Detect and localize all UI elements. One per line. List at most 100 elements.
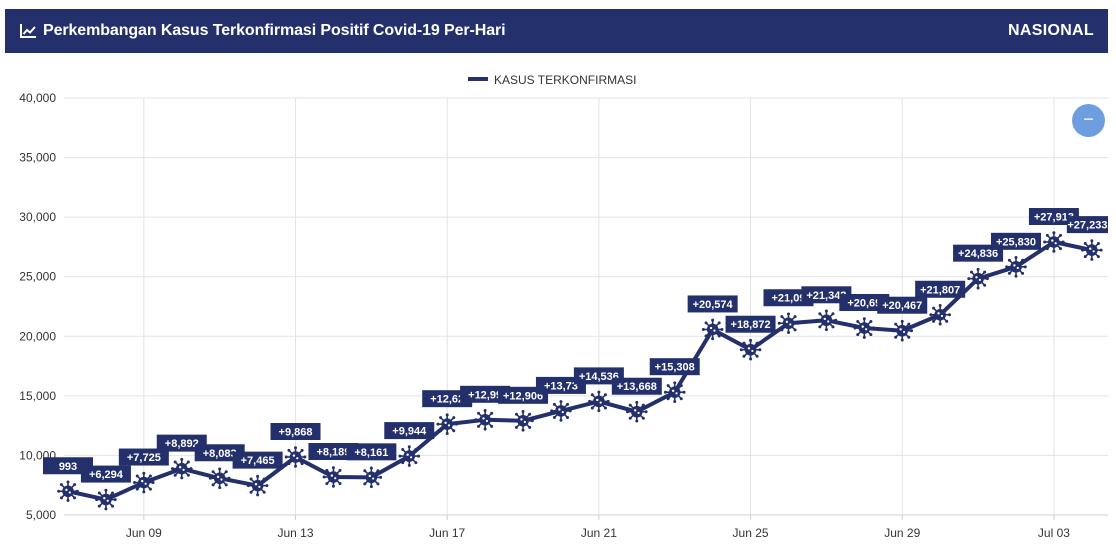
virus-marker <box>626 400 648 423</box>
virus-spike-tip <box>597 390 601 394</box>
data-label: +21,807 <box>915 280 966 298</box>
data-label-text: +14,536 <box>579 371 619 383</box>
virus-spike-tip <box>929 313 933 317</box>
virus-body <box>403 450 416 462</box>
data-label-box <box>346 443 397 461</box>
virus-body <box>62 485 74 498</box>
virus-spike-tip <box>376 469 380 473</box>
virus-marker <box>967 267 989 290</box>
data-label-box <box>80 465 131 483</box>
virus-spike-tip <box>967 277 971 281</box>
virus-body <box>668 386 681 398</box>
data-label-box <box>43 457 93 475</box>
virus-spike-tip <box>1023 265 1027 269</box>
virus-spike-tip <box>407 463 411 467</box>
virus-spike-tip <box>483 409 487 413</box>
virus-body <box>555 405 567 417</box>
virus-body <box>972 272 984 285</box>
virus-spike-tip <box>208 476 212 480</box>
virus-spike-tip <box>452 416 456 420</box>
data-label-box <box>384 422 435 440</box>
virus-body <box>175 462 188 475</box>
virus-spike-tip <box>455 422 458 426</box>
virus-spike-tip <box>246 484 250 488</box>
virus-spike-tip <box>398 454 402 458</box>
header-title-group: Perkembangan Kasus Terkonfirmasi Positif… <box>19 9 506 53</box>
virus-spike-tip <box>976 286 980 290</box>
virus-spike-tip <box>1083 242 1087 246</box>
virus-spike-tip <box>325 482 329 486</box>
virus-spike-tip <box>869 319 873 323</box>
virus-spike-tip <box>477 424 481 428</box>
data-label: +14,536 <box>573 367 624 385</box>
virus-spike-tip <box>514 425 518 429</box>
virus-body <box>517 415 529 427</box>
virus-spike-tip <box>1081 248 1085 252</box>
virus-dot <box>709 326 713 330</box>
virus-spike-tip <box>1007 258 1011 262</box>
virus-spike-tip <box>492 418 496 422</box>
virus-spike-tip <box>559 418 563 422</box>
virus-spike-tip <box>780 328 784 332</box>
virus-spike-tip <box>796 321 800 325</box>
data-label-text: +7,465 <box>241 455 275 467</box>
data-label-box <box>725 315 776 333</box>
virus-spike-tip <box>717 334 721 338</box>
virus-dot <box>902 330 906 334</box>
data-label-text: +20,69 <box>847 298 881 310</box>
virus-dot <box>330 474 334 477</box>
virus-spike-tip <box>1052 231 1056 235</box>
virus-spike-tip <box>1014 256 1018 260</box>
collapse-button[interactable]: − <box>1072 104 1105 137</box>
data-label: +9,944 <box>384 422 435 440</box>
virus-spike-tip <box>856 333 860 337</box>
virus-spike-tip <box>148 474 152 478</box>
virus-spike-tip <box>360 475 364 479</box>
data-label-text: +13,668 <box>617 381 657 393</box>
data-label-box <box>118 448 169 466</box>
virus-spike-tip <box>818 312 822 316</box>
virus-spike-tip <box>113 498 117 502</box>
virus-spike-tip <box>786 312 790 316</box>
virus-spike-tip <box>663 390 667 394</box>
virus-spike-tip <box>1007 271 1011 275</box>
virus-marker <box>815 309 838 332</box>
virus-spike-tip <box>590 406 594 410</box>
data-label-box <box>194 444 245 462</box>
virus-spike-tip <box>180 457 184 461</box>
y-tick-label: 20,000 <box>19 329 56 343</box>
virus-spike-tip <box>711 337 715 341</box>
virus-spike-tip <box>856 319 860 323</box>
data-label: 993 <box>43 457 93 475</box>
chart-area: KASUS TERKONFIRMASI 5,000 10,000 15,000 20,0… <box>0 53 1116 547</box>
virus-spike-tip <box>300 462 304 466</box>
virus-spike-tip <box>379 475 383 479</box>
data-label-text: +9,944 <box>392 426 427 438</box>
data-label-text: +15,308 <box>655 362 695 374</box>
virus-marker <box>360 466 383 489</box>
virus-body <box>441 418 453 430</box>
virus-marker <box>246 474 269 497</box>
data-label-text: +24,836 <box>958 248 998 260</box>
virus-spike-tip <box>818 325 822 329</box>
virus-spike-tip <box>970 283 974 287</box>
data-label-text: +8,161 <box>354 447 388 459</box>
data-label-box <box>915 280 966 298</box>
virus-marker <box>777 312 800 335</box>
data-label-text: +20,574 <box>693 299 734 311</box>
legend-swatch <box>468 77 488 81</box>
data-label-box <box>422 390 473 408</box>
virus-spike-tip <box>793 315 797 319</box>
virus-spike-tip <box>530 419 534 423</box>
virus-spike-tip <box>1061 240 1065 244</box>
data-label-box <box>573 367 624 385</box>
data-label-box <box>649 358 700 376</box>
data-label: +20,69 <box>839 294 890 312</box>
data-label-box <box>232 451 283 469</box>
virus-dot <box>520 418 523 421</box>
virus-dot <box>747 347 751 350</box>
x-tick-label: Jul 03 <box>1038 526 1070 540</box>
virus-spike-tip <box>151 481 155 485</box>
chart-legend: KASUS TERKONFIRMASI <box>468 73 636 87</box>
virus-dot <box>785 320 789 324</box>
